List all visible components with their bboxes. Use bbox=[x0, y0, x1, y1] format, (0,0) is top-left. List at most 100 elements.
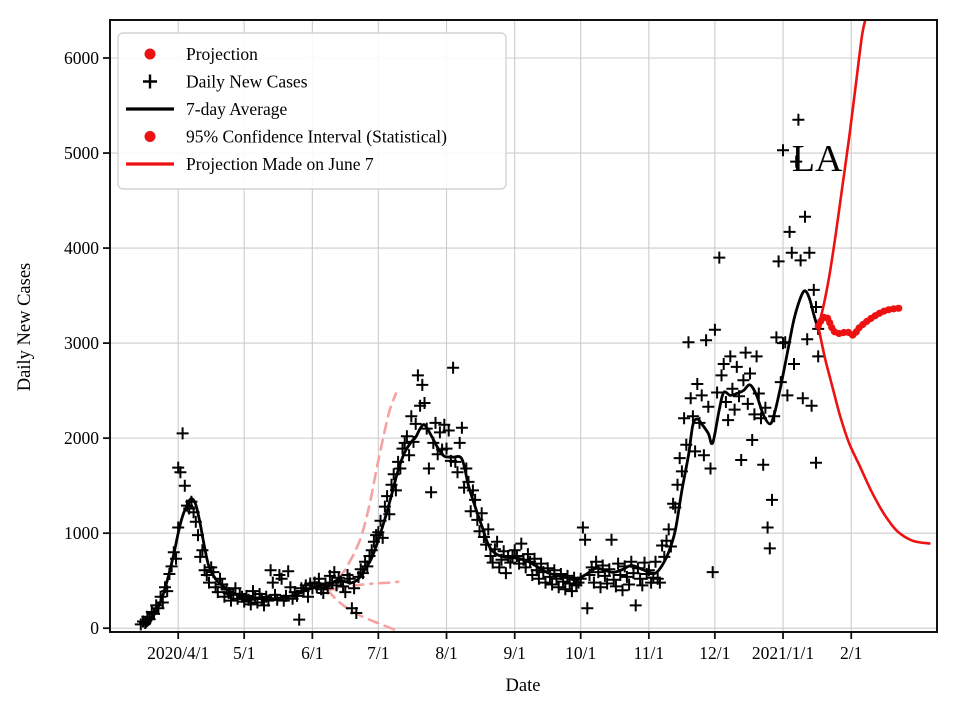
daily-case-plus-marker bbox=[291, 589, 303, 602]
daily-case-plus-marker bbox=[801, 333, 814, 346]
daily-case-plus-marker bbox=[625, 555, 638, 568]
x-tick-label: 11/1 bbox=[634, 643, 664, 663]
daily-case-plus-marker bbox=[616, 584, 629, 597]
daily-case-plus-marker bbox=[664, 540, 677, 553]
daily-case-plus-marker bbox=[741, 397, 754, 410]
daily-case-plus-marker bbox=[803, 246, 816, 259]
daily-case-plus-marker bbox=[376, 531, 389, 544]
daily-case-plus-marker bbox=[464, 505, 477, 518]
daily-case-plus-marker bbox=[343, 572, 356, 585]
daily-case-plus-marker bbox=[420, 422, 433, 435]
daily-case-plus-marker bbox=[356, 567, 369, 580]
legend-item-label: Daily New Cases bbox=[186, 72, 308, 92]
legend-plus-marker bbox=[143, 74, 157, 89]
daily-case-plus-marker bbox=[759, 401, 772, 414]
daily-case-plus-marker bbox=[596, 559, 609, 572]
daily-case-plus-marker bbox=[592, 566, 605, 579]
legend-box bbox=[117, 32, 507, 190]
daily-case-plus-marker bbox=[455, 421, 468, 434]
daily-case-plus-marker bbox=[185, 495, 198, 508]
daily-case-plus-marker bbox=[631, 562, 644, 575]
legend-item: 7-day Average bbox=[126, 99, 287, 119]
daily-case-plus-marker bbox=[761, 521, 774, 534]
daily-case-plus-marker bbox=[603, 563, 616, 576]
daily-case-plus-marker bbox=[638, 556, 651, 569]
daily-case-plus-marker bbox=[812, 350, 825, 363]
daily-case-plus-marker bbox=[174, 466, 187, 479]
x-tick-label: 10/1 bbox=[565, 643, 596, 663]
daily-case-plus-marker bbox=[722, 414, 735, 427]
daily-case-plus-marker bbox=[203, 576, 215, 589]
daily-case-plus-marker bbox=[280, 589, 292, 602]
daily-case-plus-marker bbox=[781, 389, 794, 402]
daily-case-plus-marker bbox=[673, 452, 686, 465]
seven-day-average-line bbox=[144, 289, 820, 629]
daily-case-plus-marker bbox=[744, 367, 756, 380]
daily-case-plus-marker bbox=[601, 577, 614, 590]
daily-case-plus-marker bbox=[783, 225, 796, 238]
x-tick-label: 2/1 bbox=[840, 643, 862, 663]
daily-case-plus-marker bbox=[348, 582, 361, 595]
ci-lower-line bbox=[816, 325, 931, 545]
daily-case-plus-marker bbox=[774, 376, 787, 389]
daily-case-plus-marker bbox=[440, 442, 453, 455]
daily-case-plus-marker bbox=[433, 426, 446, 439]
ci-upper-line bbox=[816, 20, 867, 327]
legend-item-label: 7-day Average bbox=[186, 99, 287, 119]
daily-case-plus-marker bbox=[447, 361, 460, 374]
x-tick-label: 12/1 bbox=[699, 643, 730, 663]
daily-case-plus-marker bbox=[394, 462, 407, 475]
daily-case-plus-marker bbox=[737, 374, 750, 387]
projection-june7-lower-line bbox=[326, 588, 400, 632]
daily-case-plus-marker bbox=[407, 435, 420, 448]
daily-case-plus-marker bbox=[528, 552, 541, 565]
daily-case-plus-marker bbox=[702, 400, 715, 413]
daily-case-plus-marker bbox=[387, 468, 400, 481]
daily-case-plus-marker bbox=[609, 580, 622, 593]
daily-case-plus-marker bbox=[757, 458, 770, 471]
daily-case-plus-marker bbox=[746, 434, 759, 446]
daily-case-plus-marker bbox=[810, 456, 822, 469]
daily-case-plus-marker bbox=[264, 564, 277, 577]
daily-case-plus-marker bbox=[726, 382, 739, 395]
data-series-layer bbox=[134, 20, 931, 632]
daily-case-plus-marker bbox=[724, 350, 737, 363]
daily-case-plus-marker bbox=[486, 556, 499, 569]
daily-case-plus-marker bbox=[475, 507, 488, 520]
daily-case-plus-marker bbox=[697, 449, 710, 462]
daily-case-plus-marker bbox=[675, 465, 688, 478]
daily-case-plus-marker bbox=[763, 542, 776, 555]
daily-case-plus-marker bbox=[515, 537, 528, 550]
daily-case-plus-marker bbox=[561, 569, 574, 582]
daily-case-plus-marker bbox=[695, 389, 708, 402]
daily-case-plus-marker bbox=[587, 576, 600, 589]
daily-case-plus-marker bbox=[719, 396, 732, 408]
legend-item-label: Projection Made on June 7 bbox=[186, 154, 374, 174]
daily-case-plus-marker bbox=[794, 254, 807, 267]
daily-case-plus-marker bbox=[167, 546, 180, 559]
daily-case-plus-marker bbox=[682, 336, 695, 349]
daily-case-plus-marker bbox=[163, 568, 176, 580]
legend-item: Projection Made on June 7 bbox=[126, 154, 374, 174]
daily-case-plus-marker bbox=[396, 442, 409, 455]
daily-case-plus-marker bbox=[244, 598, 257, 611]
daily-case-plus-marker bbox=[799, 210, 811, 223]
daily-case-plus-marker bbox=[752, 387, 765, 400]
y-tick-label: 1000 bbox=[64, 523, 99, 543]
y-tick-label: 5000 bbox=[64, 143, 99, 163]
daily-case-plus-marker bbox=[658, 550, 671, 563]
daily-case-plus-marker bbox=[150, 599, 163, 612]
daily-case-plus-marker bbox=[684, 392, 697, 405]
daily-case-plus-marker bbox=[618, 560, 631, 573]
y-tick-label: 0 bbox=[90, 618, 99, 638]
region-annotation-LA: LA bbox=[792, 138, 843, 180]
daily-case-plus-marker bbox=[510, 550, 523, 562]
daily-case-plus-marker bbox=[715, 369, 728, 382]
daily-case-plus-marker bbox=[200, 569, 213, 581]
x-tick-label: 7/1 bbox=[367, 643, 389, 663]
daily-case-plus-marker bbox=[178, 479, 191, 492]
daily-case-plus-marker bbox=[598, 569, 611, 582]
y-tick-label: 3000 bbox=[64, 333, 99, 353]
daily-case-plus-marker bbox=[282, 565, 295, 578]
